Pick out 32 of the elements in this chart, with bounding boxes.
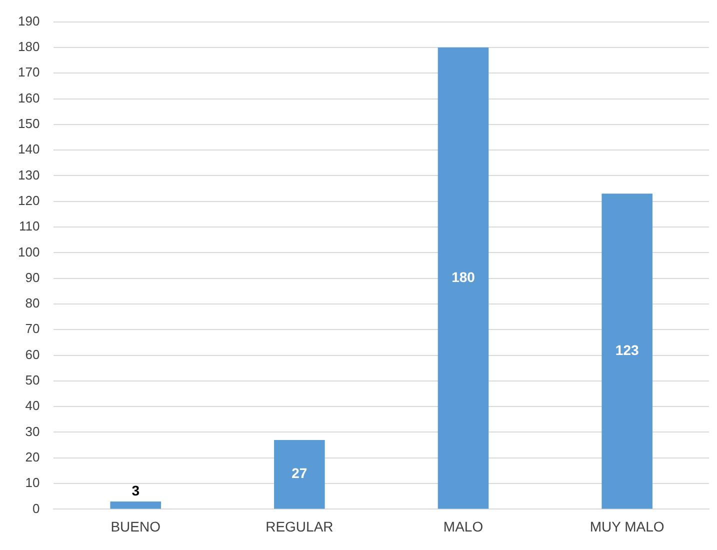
y-tick-label: 10	[25, 475, 40, 490]
y-tick-label: 90	[25, 270, 40, 285]
bar	[274, 440, 325, 509]
y-tick-label: 120	[18, 192, 40, 208]
y-tick-label: 180	[18, 39, 40, 54]
y-tick-label: 80	[25, 296, 40, 311]
x-tick-label: BUENO	[110, 518, 161, 534]
y-tick-label: 100	[18, 244, 40, 260]
data-label: 180	[452, 268, 476, 285]
y-tick-label: 170	[18, 64, 40, 80]
y-tick-label: 140	[18, 142, 40, 157]
bar	[602, 194, 652, 509]
y-tick-label: 40	[25, 398, 40, 414]
bar	[438, 47, 489, 509]
x-tick-label: REGULAR	[266, 518, 334, 534]
y-tick-label: 150	[18, 116, 40, 131]
y-tick-label: 190	[18, 13, 40, 28]
bar	[110, 502, 161, 509]
y-tick-label: 70	[25, 321, 40, 336]
y-tick-label: 60	[25, 346, 40, 362]
data-label: 3	[132, 482, 140, 498]
y-tick-label: 50	[25, 372, 40, 388]
data-label: 123	[615, 342, 639, 358]
y-tick-label: 30	[25, 424, 40, 439]
y-tick-label: 0	[32, 500, 40, 516]
data-label: 27	[292, 465, 308, 482]
y-tick-label: 20	[25, 449, 40, 464]
x-tick-label: MUY MALO	[590, 518, 664, 534]
y-tick-label: 110	[18, 218, 40, 234]
x-tick-label: MALO	[443, 518, 484, 534]
y-tick-label: 160	[18, 90, 40, 106]
y-tick-label: 130	[18, 167, 40, 182]
